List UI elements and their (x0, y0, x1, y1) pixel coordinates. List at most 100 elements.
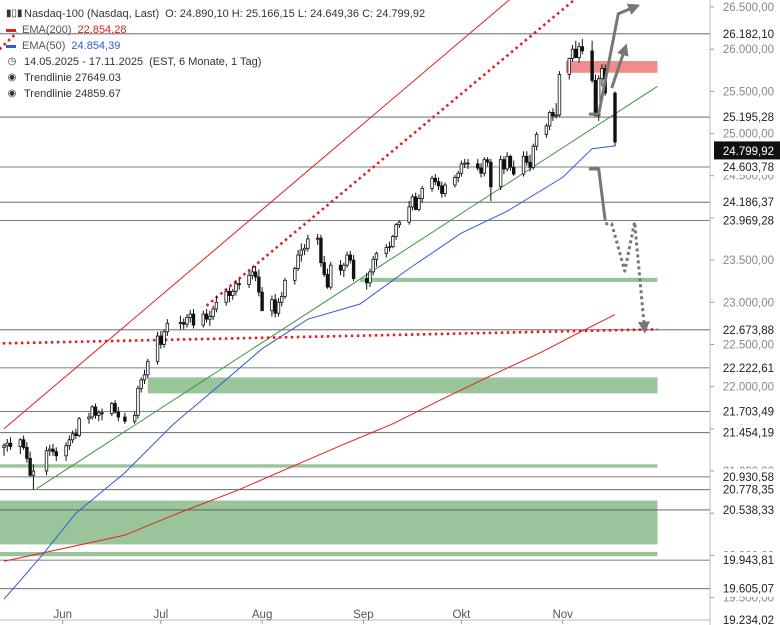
candle-body (443, 184, 447, 194)
candle-body (231, 290, 235, 296)
chart-zones (0, 60, 658, 557)
candle-body (70, 433, 75, 441)
candle-body (397, 221, 402, 226)
level-label: 20.930,58 (723, 472, 774, 484)
candles-icon: ▮▯▮ (6, 8, 23, 19)
candle-body (590, 50, 594, 81)
projection-bullish (588, 3, 641, 116)
candle-body (146, 360, 150, 376)
candle-body (139, 379, 143, 389)
candle-body (528, 161, 532, 168)
candle-body (100, 412, 104, 415)
candle-body (329, 264, 333, 288)
legend-trend2-row: ◉ Trendlinie 24859.67 (6, 86, 431, 102)
last-price-label: 24.799,92 (723, 146, 774, 158)
level-label-bg (714, 552, 778, 569)
y-tick-label: 25.000,00 (723, 129, 774, 141)
support-zone (0, 500, 658, 545)
candle-body (420, 187, 424, 199)
level-label-bg (714, 481, 778, 498)
candle-body (178, 322, 183, 324)
candle-body (280, 295, 284, 303)
candle-body (600, 68, 604, 80)
legend-trend1-row: ◉ Trendlinie 27649.03 (6, 70, 431, 86)
candle-body (498, 159, 503, 188)
candle-body (257, 276, 261, 293)
candle-body (440, 185, 444, 194)
projection-bullish-alt (610, 43, 629, 89)
y-tick-label: 26.500,00 (723, 2, 774, 14)
ema50-swatch (6, 44, 16, 48)
candle-body (51, 448, 55, 453)
candle-body (224, 290, 228, 303)
candle-body (580, 46, 585, 52)
level-label-bg (714, 25, 778, 42)
candle-body (508, 155, 513, 168)
candle-body (342, 264, 346, 271)
candle-body (25, 446, 29, 459)
candles (2, 39, 617, 490)
legend-ema50-row: EMA(50) 24.854,39 (6, 38, 431, 54)
candle-body (260, 291, 264, 312)
candle-body (544, 125, 549, 135)
legend-instrument-row: ▮▯▮ Nasdaq-100 (Nasdaq, Last) O: 24.890,… (6, 6, 431, 22)
level-label: 24.186,37 (723, 197, 774, 209)
candle-body (132, 414, 137, 422)
candle-body (110, 403, 114, 415)
candle-body (368, 271, 372, 284)
candle-body (204, 313, 209, 320)
candle-body (54, 451, 58, 457)
level-label-bg (714, 321, 778, 338)
level-label: 22.673,88 (723, 325, 774, 337)
candle-body (299, 249, 304, 256)
candle-body (64, 445, 68, 457)
candle-body (97, 412, 101, 416)
x-tick-label: Jul (153, 609, 168, 621)
candle-body (306, 238, 310, 249)
candle-body (201, 313, 206, 326)
candle-body (410, 196, 415, 208)
candle-body (273, 299, 277, 314)
ema200-swatch (6, 28, 16, 32)
trendline-1: Trendlinie 27649.03 (24, 72, 121, 84)
candle-body (8, 442, 13, 447)
trendline-2: Trendlinie 24859.67 (24, 88, 121, 100)
candle-body (322, 262, 326, 275)
level-label-bg (714, 359, 778, 376)
candle-body (247, 274, 251, 285)
x-tick-label: Sep (353, 609, 373, 621)
candle-body (31, 470, 36, 476)
level-label-bg (714, 612, 778, 625)
candle-body (87, 416, 91, 420)
candle-body (315, 237, 320, 240)
level-label-bg (714, 212, 778, 229)
candle-body (577, 46, 581, 59)
support-zone (360, 277, 658, 283)
candle-body (90, 406, 94, 418)
candle-body (479, 167, 483, 174)
candle-body (407, 206, 411, 223)
candle-body (159, 335, 163, 345)
candle-body (476, 163, 480, 169)
candle-body (250, 271, 255, 276)
candle-body (302, 247, 307, 251)
candle-body (489, 161, 493, 188)
x-tick-label: Aug (252, 609, 272, 621)
level-label: 19.943,81 (723, 555, 774, 567)
level-label: 19.605,07 (723, 584, 774, 596)
x-tick-label: Nov (552, 609, 573, 621)
trend-lines (0, 0, 658, 600)
level-label-bg (714, 424, 778, 441)
candle-body (28, 457, 32, 476)
candle-body (237, 283, 241, 286)
projection-arrows (588, 3, 650, 334)
resistance-zone (565, 60, 658, 73)
candle-body (113, 403, 117, 413)
candle-body (253, 271, 258, 278)
candle-body (394, 224, 398, 237)
instrument-name: Nasdaq-100 (Nasdaq, Last) (24, 8, 160, 20)
ema50-label: EMA(50) (22, 40, 66, 52)
candle-body (211, 308, 215, 318)
candle-body (456, 172, 460, 178)
candle-body (162, 331, 166, 345)
